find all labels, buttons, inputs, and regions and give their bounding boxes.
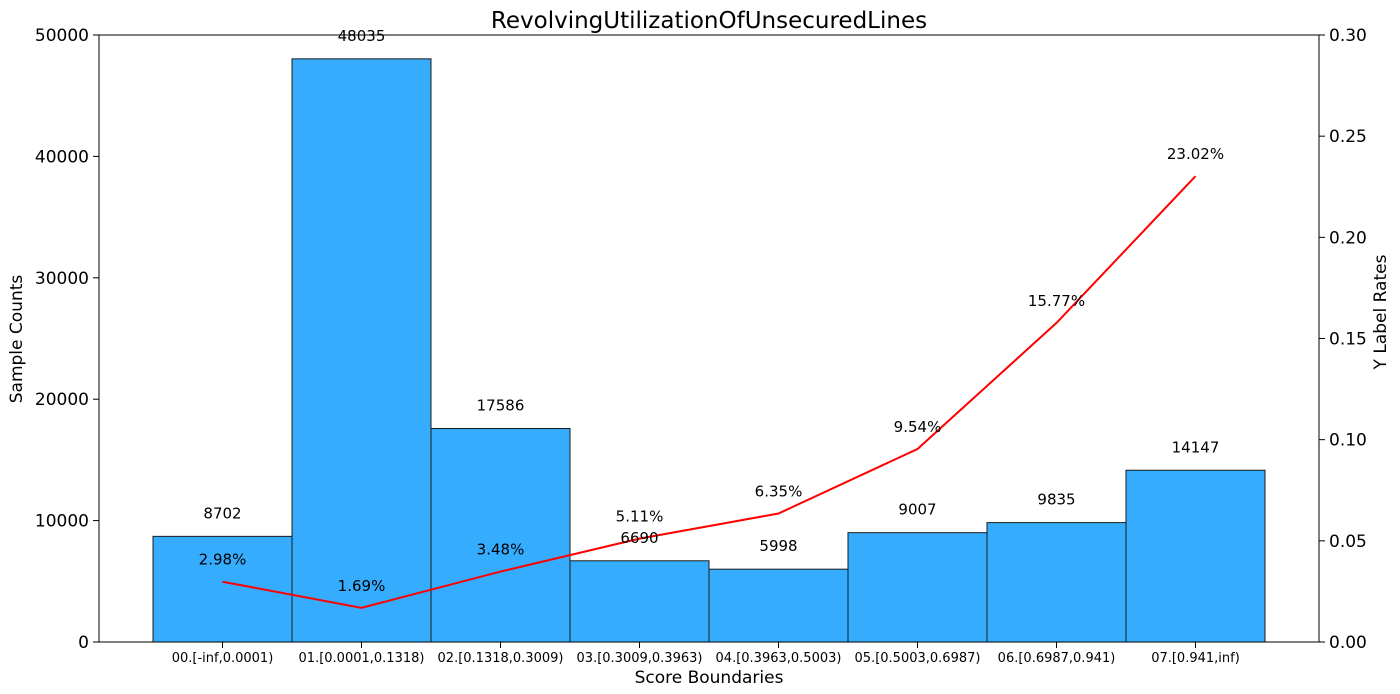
left-y-axis-title: Sample Counts [7,275,27,404]
bar-3 [569,560,710,643]
data-labels-group: 8702 48035 17586 6690 5998 9007 9835 14147 2.98%… [199,27,1224,595]
rate-label-0: 2.98% [199,551,247,569]
bar-value-label-0: 8702 [203,504,241,522]
bar-1 [291,58,432,643]
right-y-tick-label-1: 0.05 [1329,532,1367,552]
x-tick-label-3: 03.[0.3009,0.3963) [577,651,703,666]
bar-value-label-7: 14147 [1172,438,1220,456]
bar-value-label-6: 9835 [1037,491,1075,509]
x-tick-label-1: 01.[0.0001,0.1318) [299,651,425,666]
bar-value-label-3: 6690 [620,529,658,547]
rate-label-3: 5.11% [616,508,664,526]
left-y-axis: 0 10000 20000 30000 40000 50000 [35,26,99,653]
right-y-tick-label-5: 0.25 [1329,127,1367,147]
x-axis-title: Score Boundaries [635,668,784,688]
left-y-tick-label-2: 20000 [35,390,89,410]
rate-label-2: 3.48% [477,541,525,559]
right-y-tick-label-6: 0.30 [1329,26,1367,46]
x-tick-label-6: 06.[0.6987,0.941) [998,651,1116,666]
right-y-tick-label-0: 0.00 [1329,633,1367,653]
rate-label-6: 15.77% [1028,292,1085,310]
bar-6 [986,522,1127,643]
x-tick-label-5: 05.[0.5003,0.6987) [855,651,981,666]
x-tick-label-7: 07.[0.941,inf) [1151,651,1240,666]
left-y-tick-label-5: 50000 [35,26,89,46]
x-tick-label-0: 00.[-inf,0.0001) [172,651,274,666]
x-axis: 00.[-inf,0.0001) 01.[0.0001,0.1318) 02.[0.… [172,642,1240,666]
left-y-tick-label-4: 40000 [35,147,89,167]
rate-label-1: 1.69% [338,577,386,595]
right-y-axis-title: Y Label Rates [1371,254,1391,370]
rate-label-5: 9.54% [894,418,942,436]
left-y-tick-label-1: 10000 [35,512,89,532]
right-y-axis: 0.00 0.05 0.10 0.15 0.20 0.25 0.30 [1319,26,1367,653]
bar-4 [708,568,849,643]
right-y-tick-label-4: 0.20 [1329,228,1367,248]
right-y-tick-label-3: 0.15 [1329,330,1367,350]
bar-value-label-1: 48035 [338,27,386,45]
right-y-tick-label-2: 0.10 [1329,431,1367,451]
bar-value-label-2: 17586 [477,397,525,415]
bar-7 [1125,469,1266,643]
rate-line [222,175,1197,609]
rate-label-7: 23.02% [1167,145,1224,163]
left-y-tick-label-3: 30000 [35,269,89,289]
rate-label-4: 6.35% [755,483,803,501]
bars-group [152,58,1266,643]
x-tick-label-2: 02.[0.1318,0.3009) [438,651,564,666]
bar-2 [430,428,571,643]
chart-title: RevolvingUtilizationOfUnsecuredLines [491,8,927,34]
bar-0 [152,535,293,643]
bar-value-label-4: 5998 [759,537,797,555]
rate-line-group [222,175,1197,609]
bar-value-label-5: 9007 [898,501,936,519]
bar-5 [847,532,988,643]
left-y-tick-label-0: 0 [78,633,89,653]
x-tick-label-4: 04.[0.3963,0.5003) [716,651,842,666]
